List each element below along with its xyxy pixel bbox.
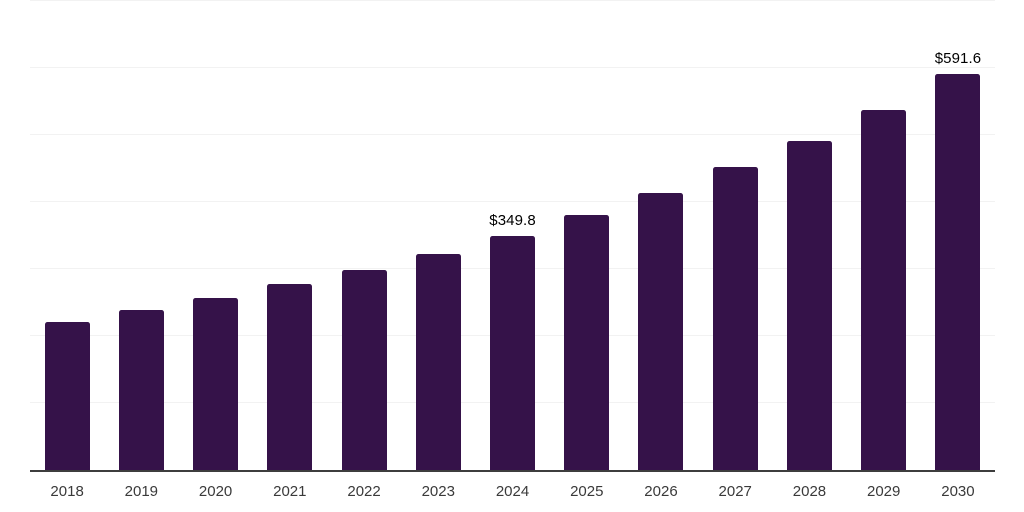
bar-2027	[712, 167, 758, 470]
plot-area: $349.8 $591.6	[30, 0, 995, 472]
bar-2020	[193, 298, 239, 470]
bar-slot-2027	[698, 167, 772, 470]
gridline-400	[30, 201, 995, 202]
x-axis-label-2030: 2030	[941, 483, 975, 500]
bar-2026	[638, 193, 684, 470]
bar-2023	[415, 254, 461, 470]
bar-slot-2025	[550, 215, 624, 470]
x-axis-label-2023: 2023	[421, 483, 455, 500]
bar-slot-2023	[401, 254, 475, 470]
x-axis-label-2022: 2022	[347, 483, 381, 500]
bar-slot-2024: $349.8	[475, 212, 549, 470]
gridline-500	[30, 134, 995, 135]
gridline-600	[30, 67, 995, 68]
bar-slot-2028	[772, 140, 846, 470]
bar-slot-2022	[327, 270, 401, 470]
bar-slot-2020	[178, 298, 252, 470]
x-axis-label-2018: 2018	[50, 483, 84, 500]
bar-2028	[786, 140, 832, 470]
bar-2018	[44, 322, 90, 470]
bar-2019	[118, 310, 164, 470]
bar-slot-2029	[847, 109, 921, 470]
x-axis-label-2020: 2020	[198, 483, 233, 500]
bar-2022	[341, 270, 387, 470]
bar-2021	[267, 284, 313, 470]
x-axis-label-2027: 2027	[718, 483, 752, 500]
bar-slot-2026	[624, 193, 698, 470]
x-axis-label-2025: 2025	[570, 483, 604, 500]
x-axis-label-2019: 2019	[124, 483, 159, 500]
bars-container: $349.8 $591.6	[30, 1, 995, 470]
data-label-2024: $349.8	[489, 211, 536, 229]
x-axis-label-2024: 2024	[495, 483, 530, 500]
bar-slot-2021	[253, 284, 327, 470]
bar-slot-2030: $591.6	[921, 50, 995, 470]
data-label-2030: $591.6	[934, 49, 982, 67]
bar-slot-2019	[104, 310, 178, 470]
x-axis-label-2021: 2021	[273, 483, 307, 500]
bar-2025	[564, 215, 610, 470]
x-axis-line	[30, 470, 995, 472]
x-axis-label-2028: 2028	[792, 483, 827, 500]
bar-slot-2018	[30, 322, 104, 470]
x-axis-label-2029: 2029	[867, 483, 901, 500]
bar-2029	[861, 109, 907, 470]
x-axis-labels: 2018 2019 2020 2021 2022 2023 2024 2025 2026 2027…	[30, 483, 995, 500]
bar-2030	[935, 73, 981, 470]
gridline-700	[30, 0, 995, 1]
x-axis-label-2026: 2026	[644, 483, 678, 500]
bar-2024	[490, 235, 536, 470]
